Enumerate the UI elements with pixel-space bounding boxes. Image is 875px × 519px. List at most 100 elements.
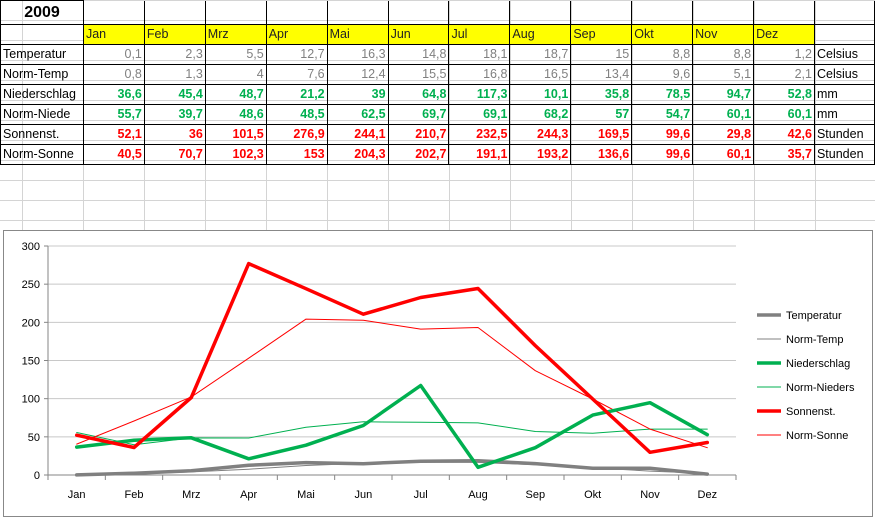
- value-cell[interactable]: 0,1: [82, 44, 145, 65]
- value-cell[interactable]: 48,7: [204, 84, 267, 105]
- value-cell[interactable]: 169,5: [570, 124, 633, 145]
- value-cell[interactable]: 36,6: [82, 84, 145, 105]
- value-cell[interactable]: 52,8: [753, 84, 815, 105]
- value-cell[interactable]: 39: [326, 84, 389, 105]
- value-cell[interactable]: 13,4: [570, 64, 633, 85]
- value-cell[interactable]: 1,2: [753, 44, 815, 65]
- value-cell[interactable]: 69,7: [387, 104, 450, 125]
- value-cell[interactable]: 48,5: [265, 104, 328, 125]
- value-cell[interactable]: 52,1: [82, 124, 145, 145]
- empty-cell[interactable]: [204, 0, 267, 25]
- month-header-cell[interactable]: Mai: [326, 24, 389, 45]
- month-header-cell[interactable]: Aug: [509, 24, 572, 45]
- value-cell[interactable]: 153: [265, 144, 328, 165]
- value-cell[interactable]: 7,6: [265, 64, 328, 85]
- value-cell[interactable]: 78,5: [631, 84, 694, 105]
- value-cell[interactable]: 70,7: [143, 144, 206, 165]
- value-cell[interactable]: 99,6: [631, 144, 694, 165]
- unit-cell[interactable]: Stunden: [813, 124, 875, 145]
- value-cell[interactable]: 0,8: [82, 64, 145, 85]
- value-cell[interactable]: 57: [570, 104, 633, 125]
- value-cell[interactable]: 204,3: [326, 144, 389, 165]
- row-label-cell[interactable]: Norm-Niede: [0, 104, 84, 125]
- empty-cell[interactable]: [813, 0, 875, 25]
- row-label-cell[interactable]: Sonnenst.: [0, 124, 84, 145]
- row-label-cell[interactable]: Norm-Sonne: [0, 144, 84, 165]
- value-cell[interactable]: 276,9: [265, 124, 328, 145]
- value-cell[interactable]: 14,8: [387, 44, 450, 65]
- value-cell[interactable]: 117,3: [448, 84, 511, 105]
- value-cell[interactable]: 136,6: [570, 144, 633, 165]
- value-cell[interactable]: 45,4: [143, 84, 206, 105]
- year-cell[interactable]: 2009: [0, 0, 84, 25]
- empty-cell[interactable]: [387, 0, 450, 25]
- month-header-cell[interactable]: Jan: [82, 24, 145, 45]
- unit-cell[interactable]: mm: [813, 84, 875, 105]
- value-cell[interactable]: 16,5: [509, 64, 572, 85]
- value-cell[interactable]: 18,1: [448, 44, 511, 65]
- unit-cell[interactable]: mm: [813, 104, 875, 125]
- value-cell[interactable]: 60,1: [692, 144, 755, 165]
- empty-cell[interactable]: [448, 0, 511, 25]
- value-cell[interactable]: 244,3: [509, 124, 572, 145]
- unit-cell[interactable]: Celsius: [813, 64, 875, 85]
- empty-cell[interactable]: [143, 0, 206, 25]
- value-cell[interactable]: 16,3: [326, 44, 389, 65]
- value-cell[interactable]: 15: [570, 44, 633, 65]
- value-cell[interactable]: 36: [143, 124, 206, 145]
- value-cell[interactable]: 5,5: [204, 44, 267, 65]
- value-cell[interactable]: 210,7: [387, 124, 450, 145]
- empty-cell[interactable]: [631, 0, 694, 25]
- value-cell[interactable]: 64,8: [387, 84, 450, 105]
- value-cell[interactable]: 18,7: [509, 44, 572, 65]
- empty-cell[interactable]: [0, 24, 84, 45]
- value-cell[interactable]: 232,5: [448, 124, 511, 145]
- month-header-cell[interactable]: Jul: [448, 24, 511, 45]
- value-cell[interactable]: 48,6: [204, 104, 267, 125]
- value-cell[interactable]: 191,1: [448, 144, 511, 165]
- value-cell[interactable]: 101,5: [204, 124, 267, 145]
- value-cell[interactable]: 35,8: [570, 84, 633, 105]
- value-cell[interactable]: 193,2: [509, 144, 572, 165]
- row-label-cell[interactable]: Temperatur: [0, 44, 84, 65]
- value-cell[interactable]: 15,5: [387, 64, 450, 85]
- value-cell[interactable]: 42,6: [753, 124, 815, 145]
- value-cell[interactable]: 40,5: [82, 144, 145, 165]
- value-cell[interactable]: 29,8: [692, 124, 755, 145]
- value-cell[interactable]: 99,6: [631, 124, 694, 145]
- value-cell[interactable]: 5,1: [692, 64, 755, 85]
- value-cell[interactable]: 2,1: [753, 64, 815, 85]
- data-table[interactable]: 2009 Jan Feb Mrz Apr Mai Jun Jul Aug Sep Okt Nov Dez…: [0, 0, 875, 165]
- value-cell[interactable]: 10,1: [509, 84, 572, 105]
- value-cell[interactable]: 94,7: [692, 84, 755, 105]
- empty-cell[interactable]: [692, 0, 755, 25]
- value-cell[interactable]: 12,7: [265, 44, 328, 65]
- value-cell[interactable]: 12,4: [326, 64, 389, 85]
- value-cell[interactable]: 54,7: [631, 104, 694, 125]
- row-label-cell[interactable]: Norm-Temp: [0, 64, 84, 85]
- value-cell[interactable]: 55,7: [82, 104, 145, 125]
- month-header-cell[interactable]: Nov: [692, 24, 755, 45]
- value-cell[interactable]: 9,6: [631, 64, 694, 85]
- empty-cell[interactable]: [813, 24, 875, 45]
- row-label-cell[interactable]: Niederschlag: [0, 84, 84, 105]
- value-cell[interactable]: 60,1: [692, 104, 755, 125]
- unit-cell[interactable]: Celsius: [813, 44, 875, 65]
- empty-cell[interactable]: [265, 0, 328, 25]
- value-cell[interactable]: 8,8: [692, 44, 755, 65]
- value-cell[interactable]: 68,2: [509, 104, 572, 125]
- month-header-cell[interactable]: Okt: [631, 24, 694, 45]
- value-cell[interactable]: 102,3: [204, 144, 267, 165]
- value-cell[interactable]: 16,8: [448, 64, 511, 85]
- value-cell[interactable]: 4: [204, 64, 267, 85]
- empty-cell[interactable]: [753, 0, 815, 25]
- month-header-cell[interactable]: Apr: [265, 24, 328, 45]
- value-cell[interactable]: 39,7: [143, 104, 206, 125]
- value-cell[interactable]: 1,3: [143, 64, 206, 85]
- value-cell[interactable]: 2,3: [143, 44, 206, 65]
- value-cell[interactable]: 62,5: [326, 104, 389, 125]
- spreadsheet-grid[interactable]: 2009 Jan Feb Mrz Apr Mai Jun Jul Aug Sep Okt Nov Dez…: [0, 0, 875, 230]
- empty-cell[interactable]: [82, 0, 145, 25]
- line-chart[interactable]: 0 50 100 150 200 250 300 Jan Feb Mrz Apr Mai Jun Jul A…: [3, 230, 873, 517]
- month-header-cell[interactable]: Mrz: [204, 24, 267, 45]
